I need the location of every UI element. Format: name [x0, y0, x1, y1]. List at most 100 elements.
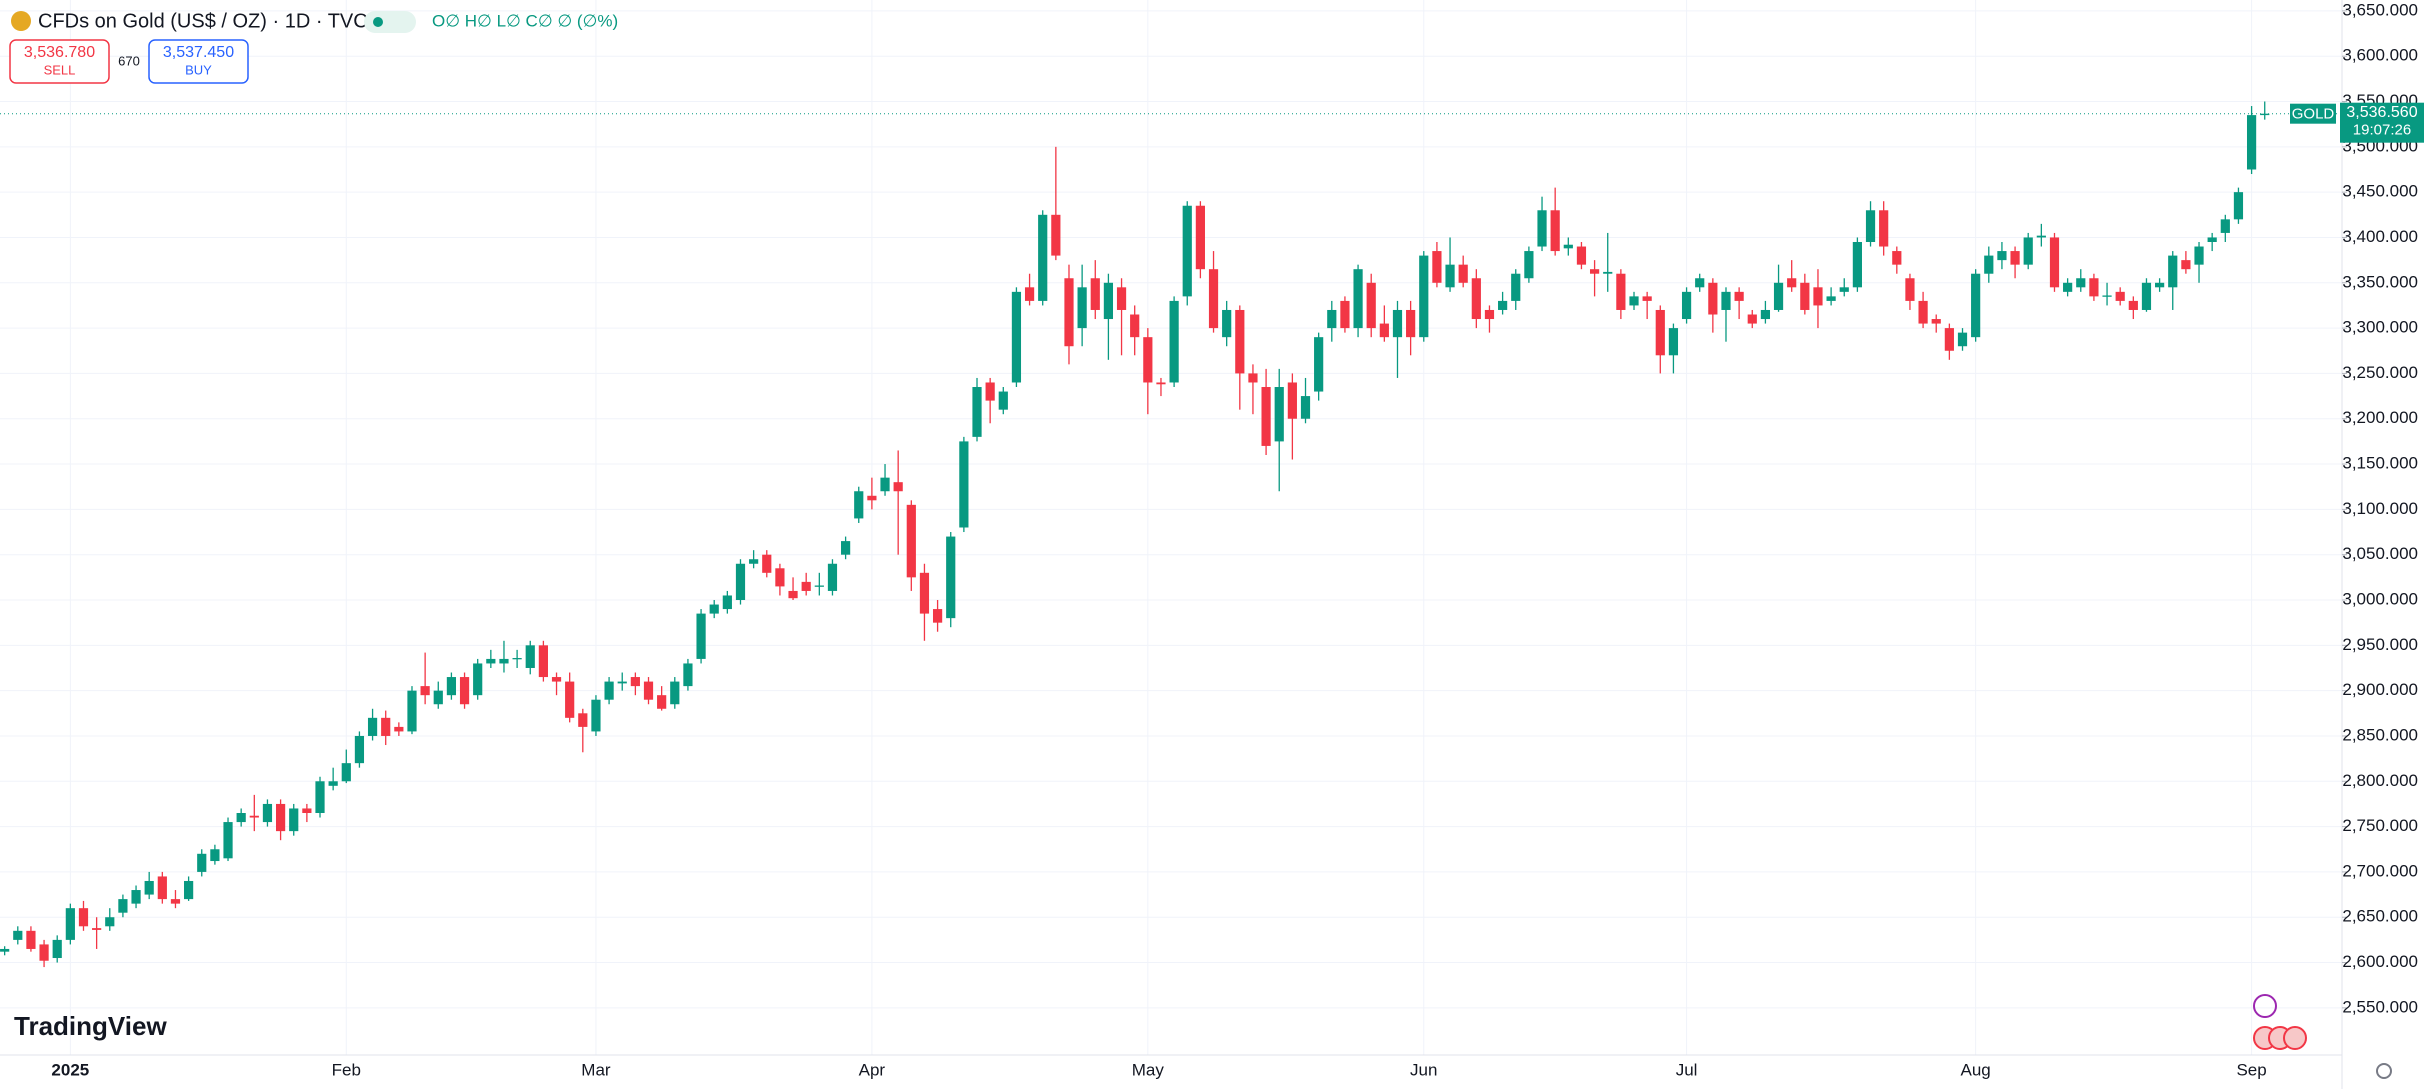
- y-tick-label: 2,550.000: [2342, 997, 2418, 1016]
- candle-body: [2010, 251, 2020, 265]
- candle-body: [604, 681, 614, 700]
- candle-body: [367, 717, 378, 736]
- y-tick-label: 2,950.000: [2342, 635, 2418, 654]
- settings-icon[interactable]: [2376, 1063, 2392, 1079]
- candle-body: [1116, 287, 1127, 310]
- x-tick-label: Sep: [2236, 1060, 2266, 1079]
- x-tick-label: Feb: [332, 1060, 361, 1079]
- candle-body: [1721, 291, 1731, 310]
- x-tick-label: 2025: [51, 1060, 89, 1079]
- y-tick-label: 3,450.000: [2342, 182, 2418, 201]
- candle-body: [538, 645, 548, 678]
- candle-body: [1090, 278, 1100, 310]
- candle-body: [1143, 337, 1153, 383]
- y-tick-label: 3,050.000: [2342, 544, 2418, 563]
- candle-body: [2207, 237, 2217, 242]
- sell-price: 3,536.780: [24, 44, 95, 61]
- candle-body: [459, 677, 470, 705]
- candle-body: [722, 595, 732, 610]
- flag-icon[interactable]: [2283, 1026, 2307, 1050]
- candle-body: [1642, 296, 1652, 301]
- candle-body: [1537, 210, 1547, 247]
- buy-button[interactable]: [148, 39, 249, 84]
- candle-body: [1195, 205, 1205, 270]
- candle-body: [867, 495, 877, 501]
- candles: [0, 101, 2270, 968]
- candle-body: [1406, 309, 1416, 338]
- candle-body: [1589, 269, 1600, 274]
- candle-body: [341, 763, 351, 782]
- grid: [0, 0, 2342, 1055]
- candle-body: [2181, 260, 2191, 270]
- candle-body: [2063, 282, 2073, 292]
- candle-body: [657, 695, 667, 709]
- y-tick-label: 3,150.000: [2342, 454, 2418, 473]
- candle-body: [762, 554, 772, 573]
- candle-body: [499, 658, 509, 664]
- last-price-badge: [2340, 102, 2424, 143]
- candle-body: [1787, 278, 1797, 288]
- candle-body: [551, 677, 562, 682]
- candle-body: [157, 876, 167, 900]
- candle-body: [1971, 273, 1981, 338]
- candle-body: [2023, 237, 2033, 265]
- candle-body: [525, 645, 535, 668]
- candle-body: [591, 699, 601, 732]
- candle-body: [1353, 269, 1363, 329]
- candle-body: [1800, 282, 1810, 310]
- candle-body: [1550, 210, 1560, 252]
- candle-body: [1222, 309, 1232, 338]
- candle-body: [2102, 295, 2112, 297]
- candle-body: [223, 822, 233, 859]
- chart-title: CFDs on Gold (US$ / OZ) · 1D · TVC: [38, 10, 368, 32]
- candle-body: [1024, 287, 1035, 301]
- buy-price: 3,537.450: [163, 44, 234, 61]
- sell-button[interactable]: [9, 39, 110, 84]
- x-tick-label: Mar: [581, 1060, 611, 1079]
- status-dot: [373, 17, 383, 27]
- y-tick-label: 2,800.000: [2342, 771, 2418, 790]
- candle-body: [144, 880, 154, 895]
- symbol-icon: [11, 11, 31, 31]
- candle-body: [486, 658, 496, 664]
- candle-body: [2089, 278, 2099, 297]
- candle-body: [118, 899, 128, 913]
- candle-body: [1865, 210, 1876, 242]
- sell-label: SELL: [44, 62, 76, 77]
- candle-body: [407, 690, 417, 732]
- y-tick-label: 3,650.000: [2342, 0, 2418, 19]
- buy-label: BUY: [185, 62, 212, 77]
- candle-body: [735, 563, 746, 601]
- candle-body: [236, 813, 246, 823]
- candle-body: [1458, 264, 1468, 283]
- candle-body: [512, 658, 522, 660]
- event-icon[interactable]: [2253, 994, 2277, 1018]
- candle-body: [578, 713, 588, 727]
- candle-body: [354, 735, 365, 764]
- candle-body: [919, 572, 930, 614]
- candle-body: [985, 382, 995, 401]
- candle-body: [1839, 287, 1849, 292]
- candle-body: [1432, 251, 1442, 283]
- candle-body: [1300, 396, 1311, 419]
- candle-body: [1498, 300, 1508, 310]
- candle-body: [998, 391, 1008, 410]
- candle-body: [1208, 269, 1219, 329]
- symbol-badge: [2290, 103, 2336, 124]
- candle-body: [2141, 282, 2152, 310]
- candle-body: [1997, 251, 2007, 261]
- candle-body: [131, 890, 141, 904]
- candle-body: [289, 808, 299, 832]
- countdown: 19:07:26: [2353, 122, 2411, 139]
- candle-body: [302, 808, 312, 814]
- candle-body: [1708, 282, 1718, 315]
- y-tick-label: 3,250.000: [2342, 363, 2418, 382]
- candle-body: [1563, 244, 1573, 249]
- y-tick-label: 2,850.000: [2342, 725, 2418, 744]
- candle-body: [565, 681, 575, 718]
- status-pill: [364, 11, 416, 33]
- candle-body: [473, 663, 483, 696]
- x-tick-label: Jul: [1676, 1060, 1698, 1079]
- candle-body: [696, 613, 706, 659]
